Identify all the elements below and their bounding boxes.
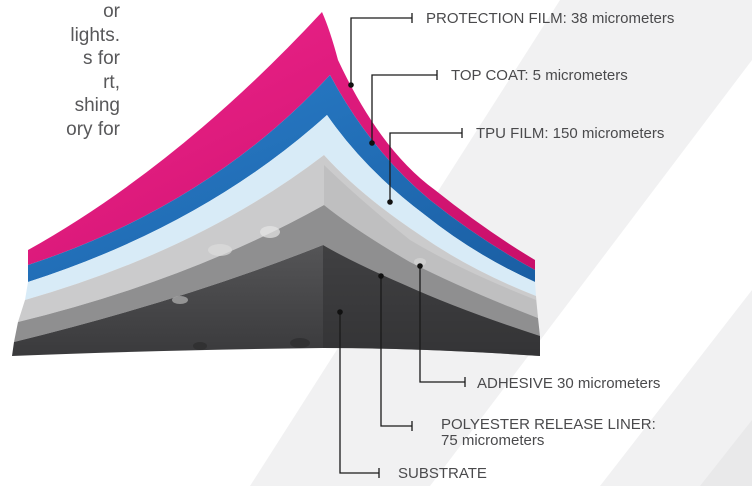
label-protection-film: PROTECTION FILM: 38 micrometers — [426, 10, 674, 27]
label-top-coat: TOP COAT: 5 micrometers — [451, 67, 628, 84]
bump-3 — [172, 296, 188, 304]
bump-6 — [414, 258, 426, 266]
intro-line-3: s for — [83, 48, 120, 69]
layer-top-coat — [28, 75, 535, 282]
leader-adhesive — [419, 266, 465, 383]
dot-adhesive — [417, 263, 423, 269]
bump-5 — [193, 342, 207, 350]
label-polyester-release-liner-line2: 75 micrometers — [441, 432, 544, 449]
layer-tpu-film — [25, 115, 536, 300]
label-tpu-film: TPU FILM: 150 micrometers — [476, 125, 664, 142]
intro-line-5: shing — [74, 95, 120, 116]
leader-top-coat — [371, 74, 437, 143]
label-adhesive: ADHESIVE 30 micrometers — [477, 375, 660, 392]
layer-labels: PROTECTION FILM: 38 micrometers TOP COAT… — [398, 10, 674, 482]
bump-2 — [208, 244, 232, 256]
substrate-shade — [323, 245, 540, 356]
label-polyester-release-liner: POLYESTER RELEASE LINER: — [441, 416, 656, 433]
bump-4 — [290, 338, 310, 348]
stripe-2 — [600, 290, 752, 486]
dot-polyester-release-liner — [378, 273, 384, 279]
adhesive-shade — [324, 165, 538, 318]
intro-line-1: or — [103, 1, 120, 22]
intro-line-2: lights. — [70, 24, 120, 46]
layer-protection-film — [28, 12, 535, 270]
dot-top-coat — [369, 140, 375, 146]
dot-substrate — [337, 309, 343, 315]
leader-polyester-release-liner — [380, 276, 412, 427]
dot-protection-film — [348, 82, 354, 88]
leader-protection-film — [350, 17, 412, 85]
bump-1 — [260, 226, 280, 238]
layers-stack — [12, 12, 540, 356]
layer-adhesive — [18, 155, 538, 322]
intro-line-4: rt, — [103, 71, 120, 93]
leader-lines — [337, 13, 466, 478]
intro-line-6: ory for — [66, 118, 120, 140]
label-substrate: SUBSTRATE — [398, 465, 487, 482]
dot-tpu-film — [387, 199, 393, 205]
leader-substrate — [339, 312, 379, 474]
intro-text: or lights. s for rt, shing ory for — [0, 0, 120, 141]
leader-tpu-film — [389, 132, 462, 202]
stripe-3 — [700, 420, 752, 486]
